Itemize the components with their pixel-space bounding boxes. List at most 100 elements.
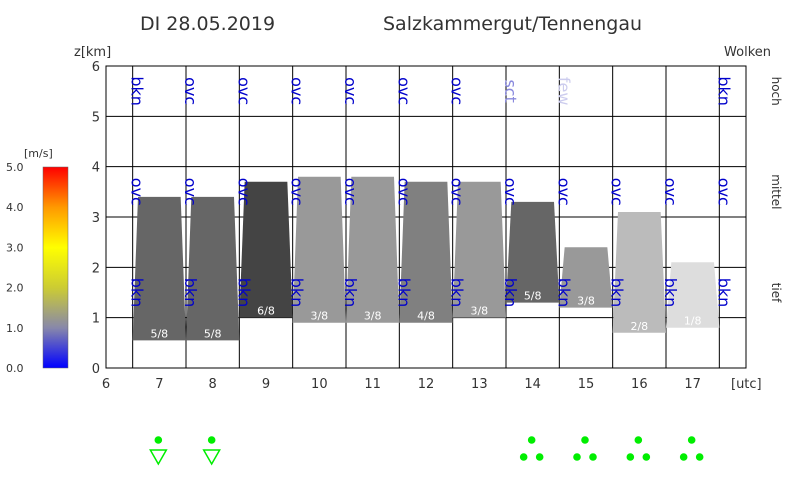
- date-title: DI 28.05.2019: [140, 13, 275, 35]
- rain-dot: [589, 453, 597, 461]
- cloud-octas-label: 5/8: [150, 327, 168, 340]
- y-tick-label: 4: [92, 161, 100, 176]
- x-tick-label: 11: [364, 377, 381, 392]
- y-tick-label: 2: [92, 261, 100, 276]
- cloud-type-label: ovc: [714, 178, 733, 206]
- cloud-type-label: ovc: [661, 178, 680, 206]
- cloud-type-label: ovc: [234, 178, 253, 206]
- shower-dot: [154, 436, 163, 444]
- x-tick-label: 7: [155, 377, 163, 392]
- cloud-type-label: ovc: [501, 178, 520, 206]
- cloud-type-label: few: [554, 77, 573, 106]
- level-label-mittel: mittel: [769, 174, 783, 209]
- rain-dot: [573, 453, 581, 461]
- shower-dot: [207, 436, 216, 444]
- x-tick-label: 14: [524, 377, 541, 392]
- rain-dot: [519, 453, 528, 461]
- cloud-bar-14: [506, 201, 560, 303]
- legend-tick-label: 3.0: [6, 241, 24, 254]
- y-tick-label: 6: [92, 60, 100, 75]
- cloud-type-label: ovc: [554, 178, 573, 206]
- cloud-type-label: ovc: [448, 178, 467, 206]
- x-tick-label: 10: [311, 377, 328, 392]
- region-title: Salzkammergut/Tennengau: [383, 13, 642, 35]
- cloud-octas-label: 3/8: [577, 295, 595, 308]
- y-tick-label: 3: [92, 211, 100, 226]
- x-tick-label: 15: [578, 377, 595, 392]
- cloud-type-label: bkn: [661, 278, 680, 308]
- x-tick-label: 13: [471, 377, 488, 392]
- cloud-type-label: bkn: [394, 278, 413, 308]
- cloud-octas-label: 2/8: [630, 320, 648, 333]
- level-label-hoch: hoch: [769, 77, 783, 106]
- x-tick-label: 17: [684, 377, 701, 392]
- rain-dot: [679, 453, 688, 461]
- cloud-type-label: sct: [501, 79, 520, 102]
- y-tick-label: 5: [92, 110, 100, 125]
- cloud-type-label: bkn: [128, 278, 147, 308]
- x-tick-label: 9: [262, 377, 270, 392]
- cloud-type-label: bkn: [128, 76, 147, 106]
- cloud-type-label: ovc: [394, 77, 413, 105]
- cloud-bar-15: [559, 247, 613, 308]
- rain-dot: [695, 453, 704, 461]
- cloud-bar-12: [399, 181, 453, 323]
- cloud-bar-8: [186, 196, 240, 341]
- cloud-type-label: bkn: [448, 278, 467, 308]
- cloud-type-label: ovc: [288, 77, 307, 105]
- legend-tick-label: 2.0: [6, 282, 24, 295]
- cloud-type-label: bkn: [501, 278, 520, 308]
- legend-tick-label: 0.0: [6, 362, 24, 375]
- cloud-bar-7: [132, 196, 186, 341]
- cloud-octas-label: 1/8: [684, 315, 702, 328]
- cloud-octas-label: 5/8: [204, 327, 222, 340]
- cloud-octas-label: 6/8: [257, 305, 275, 318]
- cloud-type-label: ovc: [181, 77, 200, 105]
- cloud-type-label: bkn: [608, 278, 627, 308]
- cloud-type-label: bkn: [341, 278, 360, 308]
- cloud-type-label: ovc: [234, 77, 253, 105]
- plot-area: 5/8 5/8 6/8 3/8 3/8 4/8 3/8 5/8 3/8 2/8 1/8 bkn ovc…: [105, 65, 747, 369]
- wolken-label: Wolken: [724, 45, 771, 60]
- cloud-octas-label: 3/8: [470, 305, 488, 318]
- cloud-bar-16: [612, 211, 666, 333]
- cloud-type-label: bkn: [288, 278, 307, 308]
- legend-unit: [m/s]: [24, 147, 53, 160]
- cloud-octas-label: 5/8: [524, 290, 542, 303]
- cloud-octas-label: 3/8: [364, 310, 382, 323]
- plot-frame: [105, 65, 747, 369]
- legend-tick-label: 5.0: [6, 161, 24, 174]
- rain-dot: [527, 436, 536, 444]
- shower-triangle-icon: [202, 449, 221, 466]
- cloud-type-label: ovc: [608, 178, 627, 206]
- x-tick-label: 6: [102, 377, 110, 392]
- legend-color-bar: [42, 166, 69, 369]
- rain-dot: [642, 453, 651, 461]
- rain-dot: [535, 453, 544, 461]
- y-axis-label: z[km]: [74, 45, 111, 60]
- wind-speed-legend: [m/s] 0.0 1.0 2.0 3.0 4.0 5.0: [6, 147, 69, 375]
- legend-tick-label: 4.0: [6, 201, 24, 214]
- cloud-type-label: bkn: [234, 278, 253, 308]
- cloud-bar-9: [239, 181, 293, 318]
- x-tick-label: 12: [418, 377, 435, 392]
- cloud-type-label: ovc: [288, 178, 307, 206]
- rain-dot: [634, 436, 643, 444]
- rain-dot: [687, 436, 696, 444]
- y-tick-label: 0: [92, 362, 100, 377]
- cloud-bar-11: [346, 176, 400, 323]
- cloud-type-label: ovc: [128, 178, 147, 206]
- rain-dot: [626, 453, 635, 461]
- cloud-type-label: bkn: [554, 278, 573, 308]
- x-tick-label: 8: [209, 377, 217, 392]
- legend-tick-label: 1.0: [6, 322, 24, 335]
- cloud-type-label: bkn: [181, 278, 200, 308]
- cloud-type-label: ovc: [181, 178, 200, 206]
- cloud-type-label: ovc: [448, 77, 467, 105]
- shower-triangle-icon: [149, 449, 168, 466]
- y-tick-label: 1: [92, 312, 100, 327]
- cloud-type-label: ovc: [394, 178, 413, 206]
- cloud-octas-label: 4/8: [417, 310, 435, 323]
- x-tick-label: 16: [631, 377, 648, 392]
